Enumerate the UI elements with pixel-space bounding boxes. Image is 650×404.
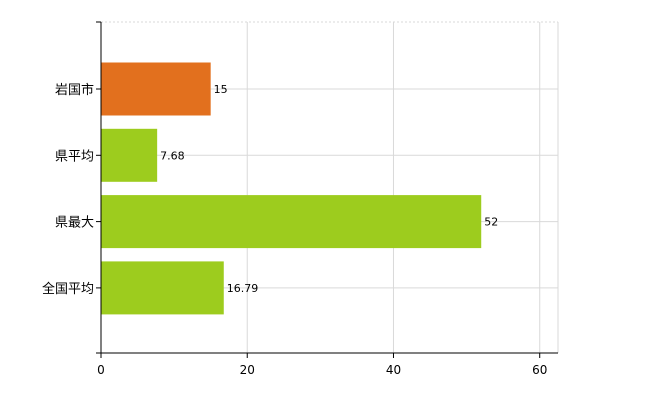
- data-label-2: 52: [484, 216, 498, 229]
- bar-2: [101, 195, 482, 249]
- category-label-2: 県最大: [55, 216, 94, 231]
- x-tick-label-0: 0: [97, 363, 105, 377]
- data-label-0: 15: [214, 83, 228, 96]
- x-tick-label-60: 60: [532, 363, 547, 377]
- category-label-0: 岩国市: [55, 82, 94, 98]
- category-label-1: 県平均: [55, 149, 94, 164]
- bars: [101, 62, 482, 315]
- x-tick-label-20: 20: [240, 363, 255, 377]
- axes: [96, 21, 558, 358]
- category-label-3: 全国平均: [42, 281, 94, 297]
- data-label-1: 7.68: [160, 149, 185, 162]
- bar-0: [101, 62, 211, 116]
- data-label-3: 16.79: [227, 282, 259, 295]
- x-tick-label-40: 40: [386, 363, 401, 377]
- bar-1: [101, 128, 158, 182]
- bar-3: [101, 261, 224, 315]
